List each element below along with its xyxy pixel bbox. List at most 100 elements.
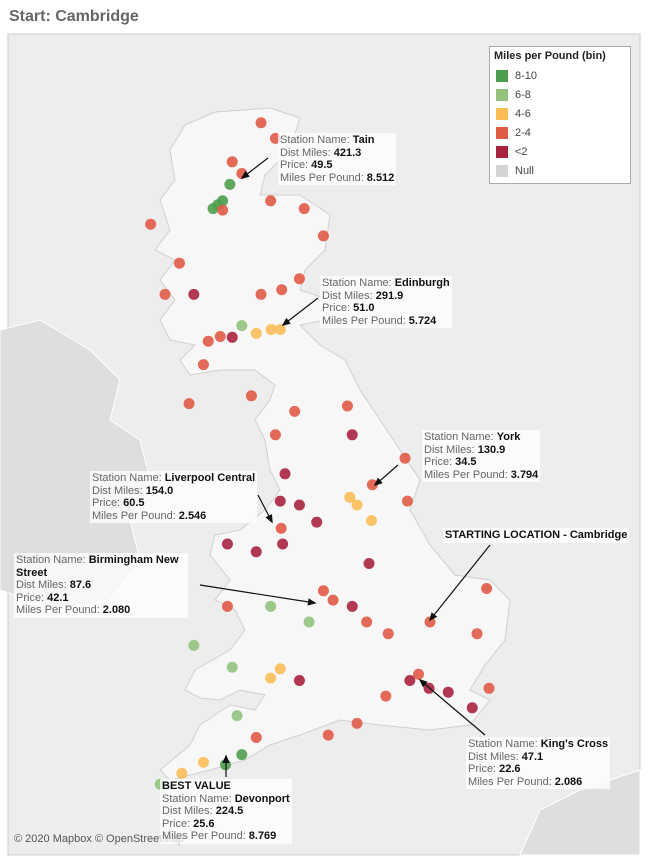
field-label: Station Name: bbox=[16, 554, 86, 566]
field-value: 87.6 bbox=[69, 579, 92, 591]
field-value: 51.0 bbox=[353, 302, 375, 314]
arrow-head bbox=[222, 754, 230, 764]
field-label: Miles Per Pound: bbox=[16, 604, 100, 616]
field-label: Station Name: bbox=[280, 134, 350, 146]
station-dot bbox=[224, 178, 236, 190]
arrow-line bbox=[429, 544, 491, 621]
arrow-head bbox=[307, 598, 317, 606]
field-value: King's Cross bbox=[540, 738, 609, 750]
field-value: 421.3 bbox=[333, 146, 362, 159]
station-dot bbox=[442, 686, 454, 698]
field-label: Station Name: bbox=[424, 431, 494, 443]
station-dot bbox=[188, 639, 200, 651]
station-dot bbox=[351, 499, 363, 511]
station-dot bbox=[214, 331, 226, 343]
field-label: Miles Per Pound: bbox=[280, 171, 364, 184]
credit: © 2020 Mapbox © OpenStreetMap bbox=[14, 833, 184, 845]
station-dot bbox=[361, 616, 373, 628]
arrow-head bbox=[240, 170, 250, 179]
station-dot bbox=[363, 558, 375, 569]
station-dot bbox=[401, 495, 413, 507]
annotation: Station Name: Liverpool Central Dist Miles… bbox=[90, 471, 258, 523]
legend-label: Null bbox=[515, 164, 534, 177]
annotation-line: Miles Per Pound: 2.086 bbox=[468, 776, 608, 789]
station-dot bbox=[481, 582, 493, 594]
station-dot bbox=[404, 675, 416, 686]
field-value: Edinburgh bbox=[394, 277, 450, 289]
station-dot bbox=[471, 628, 483, 640]
station-dot bbox=[289, 405, 301, 417]
station-dot bbox=[226, 661, 238, 673]
field-label: Station Name: bbox=[322, 277, 392, 289]
station-dot bbox=[265, 672, 277, 684]
legend-item: 2-4 bbox=[490, 123, 630, 142]
annotation-line: Price: 49.5 bbox=[280, 159, 394, 172]
station-dot bbox=[145, 218, 157, 230]
annotation-line: Station Name: Birmingham New Street bbox=[16, 554, 186, 579]
field-value: 47.1 bbox=[521, 750, 544, 763]
station-dot bbox=[202, 335, 214, 347]
legend-item: 8-10 bbox=[490, 66, 630, 85]
station-dot bbox=[382, 628, 394, 640]
station-dot bbox=[245, 390, 257, 402]
station-dot bbox=[265, 195, 277, 207]
station-dot bbox=[217, 204, 229, 216]
station-dot bbox=[274, 324, 286, 335]
station-dot bbox=[366, 479, 378, 491]
legend: Miles per Pound (bin) 8-10 6-8 4-6 2-4 <2 Nul… bbox=[489, 46, 631, 184]
annotation-line: Station Name: York bbox=[424, 431, 538, 444]
annotation-line: Dist Miles: 130.9 bbox=[424, 444, 538, 457]
field-value: Devonport bbox=[234, 792, 290, 805]
annotation: Station Name: Birmingham New Street Dist M… bbox=[14, 553, 188, 618]
annotation-line: Price: 25.6 bbox=[162, 818, 290, 831]
arrow-line bbox=[282, 297, 319, 326]
field-label: Dist Miles: bbox=[322, 289, 373, 302]
station-dot bbox=[346, 429, 358, 441]
station-dot bbox=[275, 522, 287, 534]
field-value: 42.1 bbox=[47, 591, 69, 604]
station-dot bbox=[226, 156, 238, 168]
station-dot bbox=[298, 203, 310, 215]
field-label: Price: bbox=[92, 497, 121, 509]
annotation-line: Station Name: Devonport bbox=[162, 793, 290, 806]
field-label: Price: bbox=[16, 591, 45, 604]
annotation: Station Name: King's Cross Dist Miles: 47.1… bbox=[466, 737, 611, 789]
field-label: Dist Miles: bbox=[162, 805, 213, 817]
legend-item: Null bbox=[490, 161, 630, 180]
station-dot bbox=[255, 288, 267, 300]
station-dot bbox=[226, 331, 238, 343]
arrow-head bbox=[265, 514, 273, 524]
field-value: 49.5 bbox=[311, 159, 333, 171]
annotation-line: Dist Miles: 47.1 bbox=[468, 751, 608, 764]
station-dot bbox=[236, 320, 248, 332]
annotation-line: Miles Per Pound: 8.512 bbox=[280, 172, 394, 185]
legend-title: Miles per Pound (bin) bbox=[494, 50, 606, 62]
annotation: STARTING LOCATION - Cambridge bbox=[443, 528, 630, 543]
station-dot bbox=[221, 600, 233, 612]
annotation-line: Miles Per Pound: 8.769 bbox=[162, 830, 290, 843]
field-value: 8.769 bbox=[248, 830, 277, 842]
field-label: Price: bbox=[468, 763, 497, 775]
station-dot bbox=[274, 495, 286, 507]
annotation-line: Dist Miles: 87.6 bbox=[16, 579, 186, 592]
station-dot bbox=[250, 327, 262, 339]
field-label: Station Name: bbox=[162, 792, 232, 805]
field-value: 2.080 bbox=[102, 604, 131, 616]
field-label: Miles Per Pound: bbox=[468, 775, 552, 788]
annotation-line: Station Name: Tain bbox=[280, 134, 394, 147]
field-value: 60.5 bbox=[123, 497, 145, 509]
field-label: Station Name: bbox=[468, 738, 538, 750]
field-label: Miles Per Pound: bbox=[322, 314, 406, 327]
station-dot bbox=[351, 717, 363, 729]
legend-swatch bbox=[496, 145, 508, 158]
field-label: Dist Miles: bbox=[468, 750, 519, 763]
station-dot bbox=[173, 257, 185, 269]
station-dot bbox=[197, 359, 209, 371]
station-dot bbox=[265, 324, 277, 335]
station-dot bbox=[277, 538, 289, 550]
legend-item: 6-8 bbox=[490, 85, 630, 104]
legend-swatch bbox=[496, 164, 508, 177]
legend-item: <2 bbox=[490, 142, 630, 161]
station-dot bbox=[293, 273, 305, 285]
field-value: Liverpool Central bbox=[164, 472, 256, 484]
